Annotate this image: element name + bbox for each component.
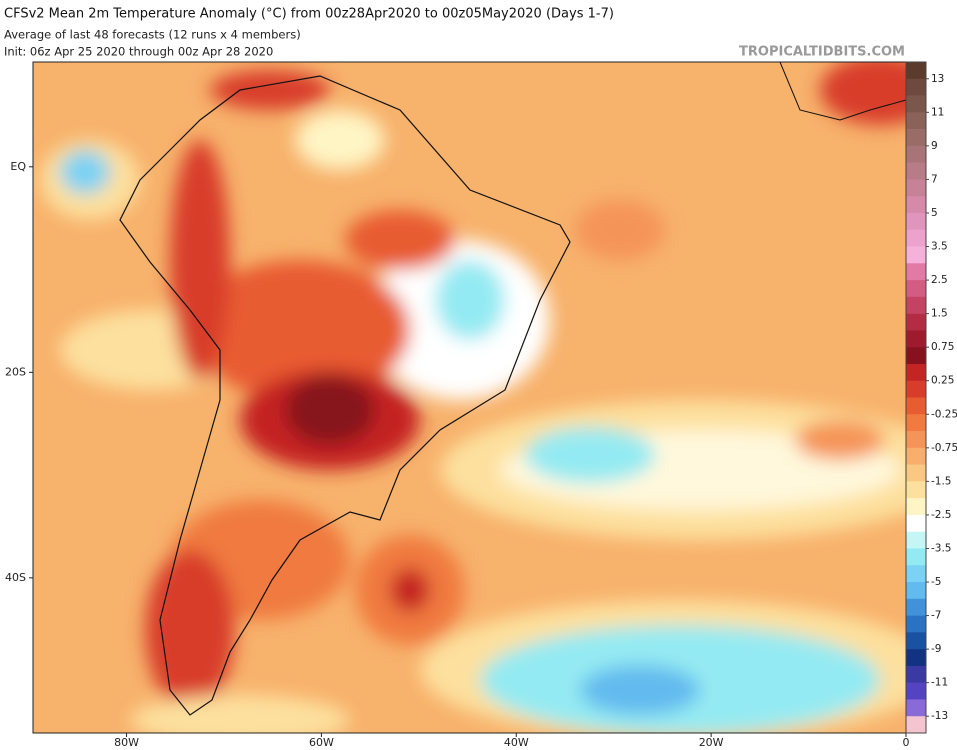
colorbar-swatch [906, 665, 926, 683]
shade [820, 62, 906, 125]
colorbar-label: 3.5 [931, 241, 948, 253]
colorbar-swatch [906, 179, 926, 197]
colorbar-label: 0.75 [931, 341, 954, 353]
colorbar-swatch [906, 582, 926, 600]
colorbar-label: 0.25 [931, 375, 954, 387]
colorbar-swatch [906, 481, 926, 499]
colorbar-swatch [906, 514, 926, 532]
colorbar-swatch [906, 598, 926, 616]
colorbar-label: 7 [931, 173, 938, 185]
coastline [119, 75, 571, 716]
x-tick-label: 60W [309, 736, 334, 749]
colorbar-label: 1.5 [931, 308, 948, 320]
shade [435, 260, 505, 340]
colorbar-swatch [906, 313, 926, 331]
shade [795, 420, 885, 460]
colorbar-swatch [906, 548, 926, 566]
title: CFSv2 Mean 2m Temperature Anomaly (°C) f… [4, 7, 614, 22]
x-tick-label: 20W [699, 736, 724, 749]
colorbar-swatch [906, 62, 926, 80]
colorbar-swatch [906, 414, 926, 432]
colorbar-label: -1.5 [931, 475, 952, 487]
shade [285, 375, 375, 445]
colorbar-swatch [906, 447, 926, 465]
colorbar-label: -9 [931, 643, 941, 655]
colorbar-swatch [906, 380, 926, 398]
shade [145, 550, 235, 710]
x-tick-label: 0 [903, 736, 910, 749]
colorbar-label: -2.5 [931, 509, 952, 521]
x-tick-label: 80W [114, 736, 139, 749]
colorbar-label: 5 [931, 207, 938, 219]
y-tick-label: EQ [10, 160, 26, 173]
colorbar-swatch [906, 531, 926, 549]
colorbar-label: 13 [931, 73, 944, 85]
colorbar-label: -0.75 [931, 442, 957, 454]
colorbar-swatch [906, 280, 926, 298]
colorbar-swatch [906, 347, 926, 365]
colorbar-swatch [906, 565, 926, 583]
colorbar-label: 11 [931, 106, 944, 118]
coastline [779, 62, 906, 121]
colorbar-swatch [906, 196, 926, 214]
colorbar-swatch [906, 363, 926, 382]
shade [295, 110, 385, 170]
colorbar-label: -13 [931, 710, 948, 722]
shade [170, 140, 230, 380]
colorbar-swatch [906, 246, 926, 264]
subtitle: Average of last 48 forecasts (12 runs x … [4, 28, 301, 42]
colorbar-swatch [906, 229, 926, 247]
colorbar-frame [905, 61, 927, 734]
shade [190, 260, 410, 400]
colorbar-swatch [906, 78, 926, 96]
colorbar-swatch [906, 212, 926, 231]
shade [390, 568, 430, 612]
colorbar-swatch [906, 615, 926, 633]
colorbar-label: 9 [931, 140, 938, 152]
colorbar-label: 2.5 [931, 274, 948, 286]
shade [580, 665, 700, 715]
init-text: Init: 06z Apr 25 2020 through 00z Apr 28… [4, 45, 273, 59]
shade [575, 200, 665, 260]
colorbar-swatch [906, 95, 926, 113]
colorbar-swatch [906, 296, 926, 314]
shade [525, 427, 655, 483]
colorbar-swatch [906, 162, 926, 180]
colorbar-swatch [906, 330, 926, 348]
colorbar-swatch [906, 431, 926, 449]
colorbar-swatch [906, 498, 926, 516]
colorbar-swatch [906, 632, 926, 650]
anomaly-field [33, 62, 906, 733]
colorbar-swatch [906, 397, 926, 415]
colorbar-swatch [906, 464, 926, 482]
credit: TROPICALTIDBITS.COM [739, 45, 905, 60]
colorbar-label: -7 [931, 610, 941, 622]
colorbar-label: -0.25 [931, 408, 957, 420]
colorbar-label: -5 [931, 576, 941, 588]
shade [210, 70, 330, 110]
shade [60, 150, 110, 194]
y-tick-label: 40S [5, 571, 26, 584]
colorbar-label: -11 [931, 677, 948, 689]
shade [130, 695, 350, 733]
colorbar-swatch [906, 649, 926, 667]
colorbar-swatch [906, 682, 926, 700]
colorbar-label: -3.5 [931, 542, 952, 554]
colorbar-swatch [906, 129, 926, 147]
axes: 80W 60W 40W 20W 0 EQ 20S 40S [5, 160, 909, 749]
colorbar-swatch [906, 699, 926, 717]
y-tick-label: 20S [5, 365, 26, 378]
colorbar-swatch [906, 112, 926, 130]
colorbar: 13 11 9 7 5 3.5 2.5 1.5 0.75 0.25 -0.25 -0.75 -1.5 -2… [905, 61, 957, 734]
x-tick-label: 40W [504, 736, 529, 749]
shade [345, 210, 455, 270]
colorbar-swatch [906, 145, 926, 163]
colorbar-swatch [906, 716, 926, 734]
colorbar-swatch [906, 263, 926, 281]
